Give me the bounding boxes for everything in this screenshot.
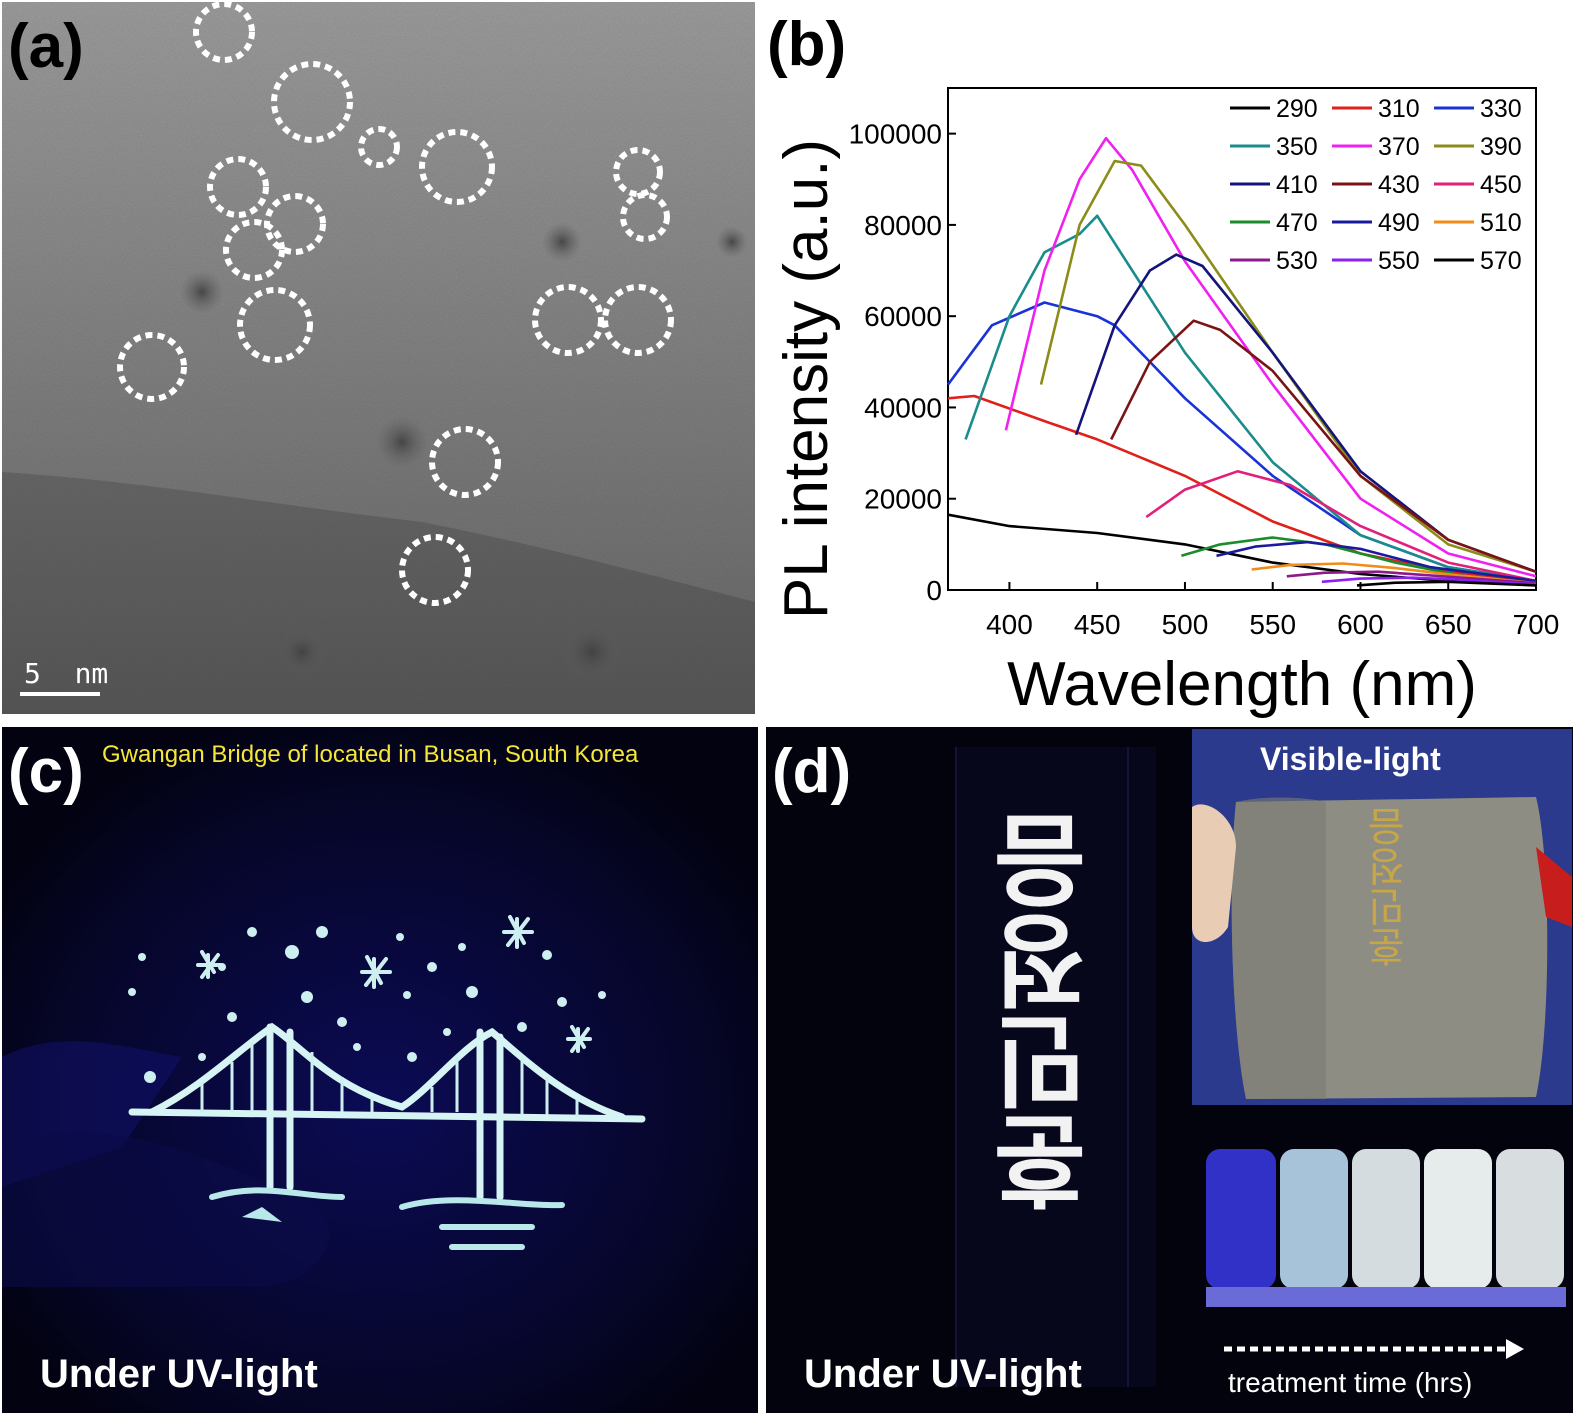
- legend-label-550: 550: [1378, 247, 1420, 275]
- panel-d-bottom-text: Under UV-light: [804, 1352, 1082, 1396]
- x-tick-label: 400: [986, 609, 1033, 640]
- panel-c-bridge-photo: Gwangan Bridge of located in Busan, Sout…: [2, 727, 758, 1413]
- vertical-korean-text: 훈민정음: [990, 812, 1107, 1212]
- legend-label-530: 530: [1276, 247, 1318, 275]
- panel-c-label: (c): [8, 737, 84, 806]
- panel-b-pl-chart: 400 450 500 550 600 650 700 0 20000 40000 60000 800…: [765, 0, 1573, 720]
- legend-label-290: 290: [1276, 95, 1318, 123]
- series-line-350: [964, 214, 1537, 583]
- series-line-430: [1110, 319, 1537, 573]
- legend-label-490: 490: [1378, 209, 1420, 237]
- y-tick-label: 0: [926, 575, 942, 606]
- nanoparticle-marker: [532, 284, 604, 356]
- nanoparticle-marker: [419, 129, 495, 205]
- panel-d-security-ink: 훈민정음 Visible-light 훈민정음 (d) Under UV-lig…: [766, 727, 1573, 1413]
- y-axis-label: PL intensity (a.u.): [772, 139, 841, 619]
- legend-label-310: 310: [1378, 95, 1420, 123]
- series-line-370: [1004, 136, 1537, 578]
- legend-label-450: 450: [1480, 171, 1522, 199]
- series-line-550: [1321, 576, 1537, 586]
- legend-label-430: 430: [1378, 171, 1420, 199]
- treatment-time-label: treatment time (hrs): [1228, 1367, 1473, 1398]
- legend-label-470: 470: [1276, 209, 1318, 237]
- inset-title: Visible-light: [1260, 741, 1441, 777]
- x-axis-label: Wavelength (nm): [1007, 650, 1477, 719]
- nanoparticle-marker: [117, 332, 187, 402]
- series-line-410: [1074, 253, 1537, 573]
- series-line-510: [1251, 562, 1537, 585]
- panel-c-bottom-text: Under UV-light: [40, 1352, 318, 1396]
- x-tick-label: 600: [1337, 609, 1384, 640]
- series-line-450: [1145, 470, 1537, 583]
- y-tick-label: 100000: [849, 119, 942, 150]
- x-tick-label: 500: [1162, 609, 1209, 640]
- x-tick-label: 550: [1249, 609, 1296, 640]
- legend-label-570: 570: [1480, 247, 1522, 275]
- nanoparticle-marker: [620, 192, 670, 242]
- legend-label-390: 390: [1480, 133, 1522, 161]
- legend-label-370: 370: [1378, 133, 1420, 161]
- y-tick-label: 40000: [864, 392, 942, 423]
- series-line-390: [1039, 159, 1537, 573]
- panel-d-label: (d): [772, 737, 852, 806]
- nanoparticle-marker: [399, 534, 471, 606]
- y-tick-label: 20000: [864, 484, 942, 515]
- y-tick-label: 60000: [864, 301, 942, 332]
- nanoparticle-marker: [193, 2, 255, 63]
- series-line-530: [1286, 570, 1537, 585]
- panel-b-label: (b): [767, 10, 847, 79]
- inset-korean-text: 훈민정음: [1367, 807, 1413, 967]
- bridge-drawing: [2, 727, 758, 1413]
- scale-bar-label: 5 nm: [24, 657, 109, 690]
- x-tick-label: 700: [1513, 609, 1560, 640]
- legend-label-330: 330: [1480, 95, 1522, 123]
- panel-a-label: (a): [8, 12, 84, 81]
- pl-spectra-chart: 400 450 500 550 600 650 700 0 20000 40000 60000 800…: [772, 87, 1560, 719]
- series-line-570: [1356, 580, 1537, 587]
- vials: [1206, 1149, 1566, 1307]
- x-tick-label: 650: [1425, 609, 1472, 640]
- nanoparticle-marker: [223, 219, 285, 281]
- x-tick-label: 450: [1074, 609, 1121, 640]
- nanoparticle-marker: [602, 284, 674, 356]
- nanoparticle-marker: [237, 287, 313, 363]
- plot-frame: [947, 87, 1537, 591]
- panel-a-tem-image: (a) 5 nm: [2, 2, 755, 714]
- series-line-310: [947, 394, 1537, 583]
- tem-micrograph: [2, 2, 755, 714]
- nanoparticle-marker: [613, 147, 663, 197]
- panel-c-caption: Gwangan Bridge of located in Busan, Sout…: [102, 741, 639, 768]
- legend-label-350: 350: [1276, 133, 1318, 161]
- nanoparticle-marker: [358, 126, 400, 168]
- series-line-490: [1216, 540, 1537, 583]
- panel-d-background: [766, 727, 1573, 1413]
- nanoparticle-marker: [207, 156, 269, 218]
- y-tick-label: 80000: [864, 210, 942, 241]
- nanoparticle-marker: [429, 426, 501, 498]
- nanoparticle-marker: [271, 61, 353, 143]
- legend-label-510: 510: [1480, 209, 1522, 237]
- legend-label-410: 410: [1276, 171, 1318, 199]
